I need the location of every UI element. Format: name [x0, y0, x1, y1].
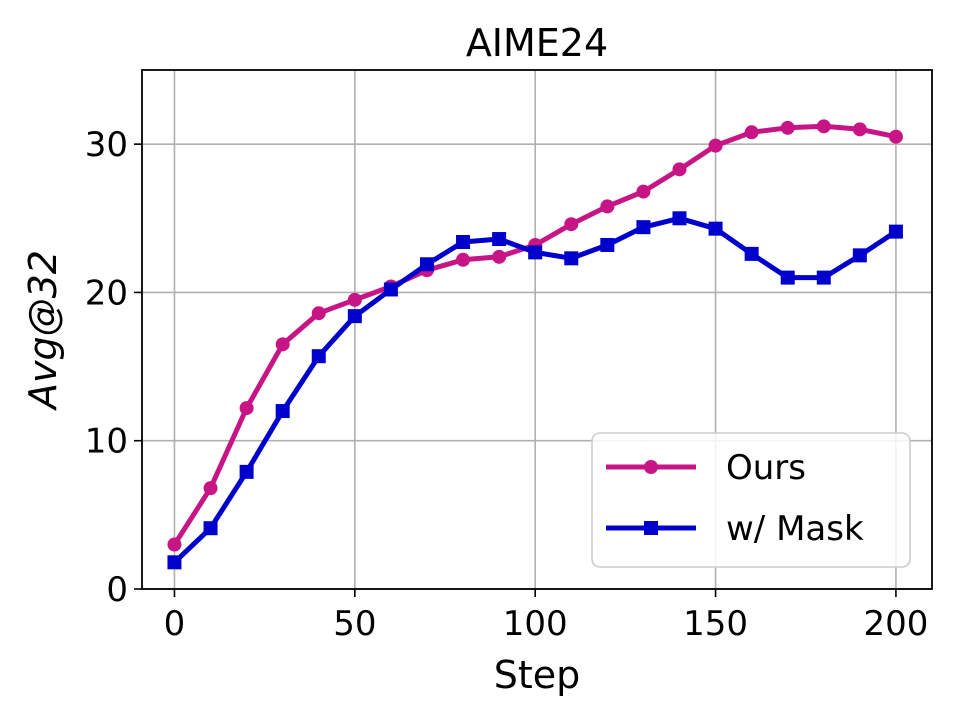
- legend-label: w/ Mask: [726, 509, 864, 549]
- data-point: [239, 401, 254, 416]
- y-tick-label: 10: [85, 422, 128, 462]
- data-point: [888, 224, 903, 239]
- legend-item-ours: Ours: [606, 448, 806, 488]
- x-tick-label: 150: [683, 604, 748, 644]
- data-point: [744, 125, 759, 140]
- data-point: [636, 184, 651, 199]
- x-tick-label: 50: [333, 604, 376, 644]
- data-point: [816, 270, 831, 285]
- data-point: [347, 292, 362, 307]
- data-point: [456, 252, 471, 267]
- legend-marker: [644, 521, 658, 535]
- data-point: [600, 199, 615, 214]
- plot-series: [167, 119, 903, 570]
- x-tick-label: 0: [164, 604, 186, 644]
- data-point: [744, 246, 759, 261]
- legend-marker: [644, 460, 658, 474]
- data-point: [492, 249, 507, 264]
- data-point: [239, 464, 254, 479]
- data-point: [167, 537, 182, 552]
- series-ours: [167, 119, 903, 552]
- data-point: [275, 337, 290, 352]
- data-point: [816, 119, 831, 134]
- data-point: [636, 220, 651, 235]
- data-point: [672, 211, 687, 226]
- y-tick-label: 30: [85, 125, 128, 165]
- chart-title: AIME24: [466, 21, 608, 65]
- data-point: [672, 162, 687, 177]
- x-axis-title: Step: [494, 653, 581, 697]
- data-point: [311, 306, 326, 321]
- data-point: [419, 257, 434, 272]
- legend-item-w-mask: w/ Mask: [606, 509, 864, 549]
- data-point: [383, 282, 398, 297]
- data-point: [347, 309, 362, 324]
- y-axis-title: Avg@32: [21, 250, 65, 412]
- x-tick-label: 100: [503, 604, 568, 644]
- data-point: [564, 217, 579, 232]
- data-point: [203, 521, 218, 536]
- series-w-mask: [167, 211, 903, 570]
- legend-label: Ours: [726, 448, 806, 488]
- y-tick-label: 0: [106, 570, 128, 610]
- data-point: [492, 232, 507, 247]
- data-point: [167, 555, 182, 570]
- plot-frame: [141, 69, 933, 590]
- data-point: [708, 138, 723, 153]
- data-point: [780, 120, 795, 135]
- y-tick-label: 20: [85, 273, 128, 313]
- data-point: [311, 349, 326, 364]
- data-point: [780, 270, 795, 285]
- data-point: [600, 237, 615, 252]
- data-point: [528, 245, 543, 260]
- x-tick-label: 200: [863, 604, 928, 644]
- data-point: [888, 129, 903, 144]
- data-point: [708, 221, 723, 236]
- data-point: [203, 481, 218, 496]
- data-point: [852, 122, 867, 137]
- axis-ticks: 0 50 100 150 200 0 10 20 30: [85, 125, 929, 644]
- data-point: [852, 248, 867, 263]
- data-point: [275, 404, 290, 419]
- data-point: [456, 235, 471, 250]
- legend: Ours w/ Mask: [591, 432, 911, 568]
- data-point: [564, 251, 579, 266]
